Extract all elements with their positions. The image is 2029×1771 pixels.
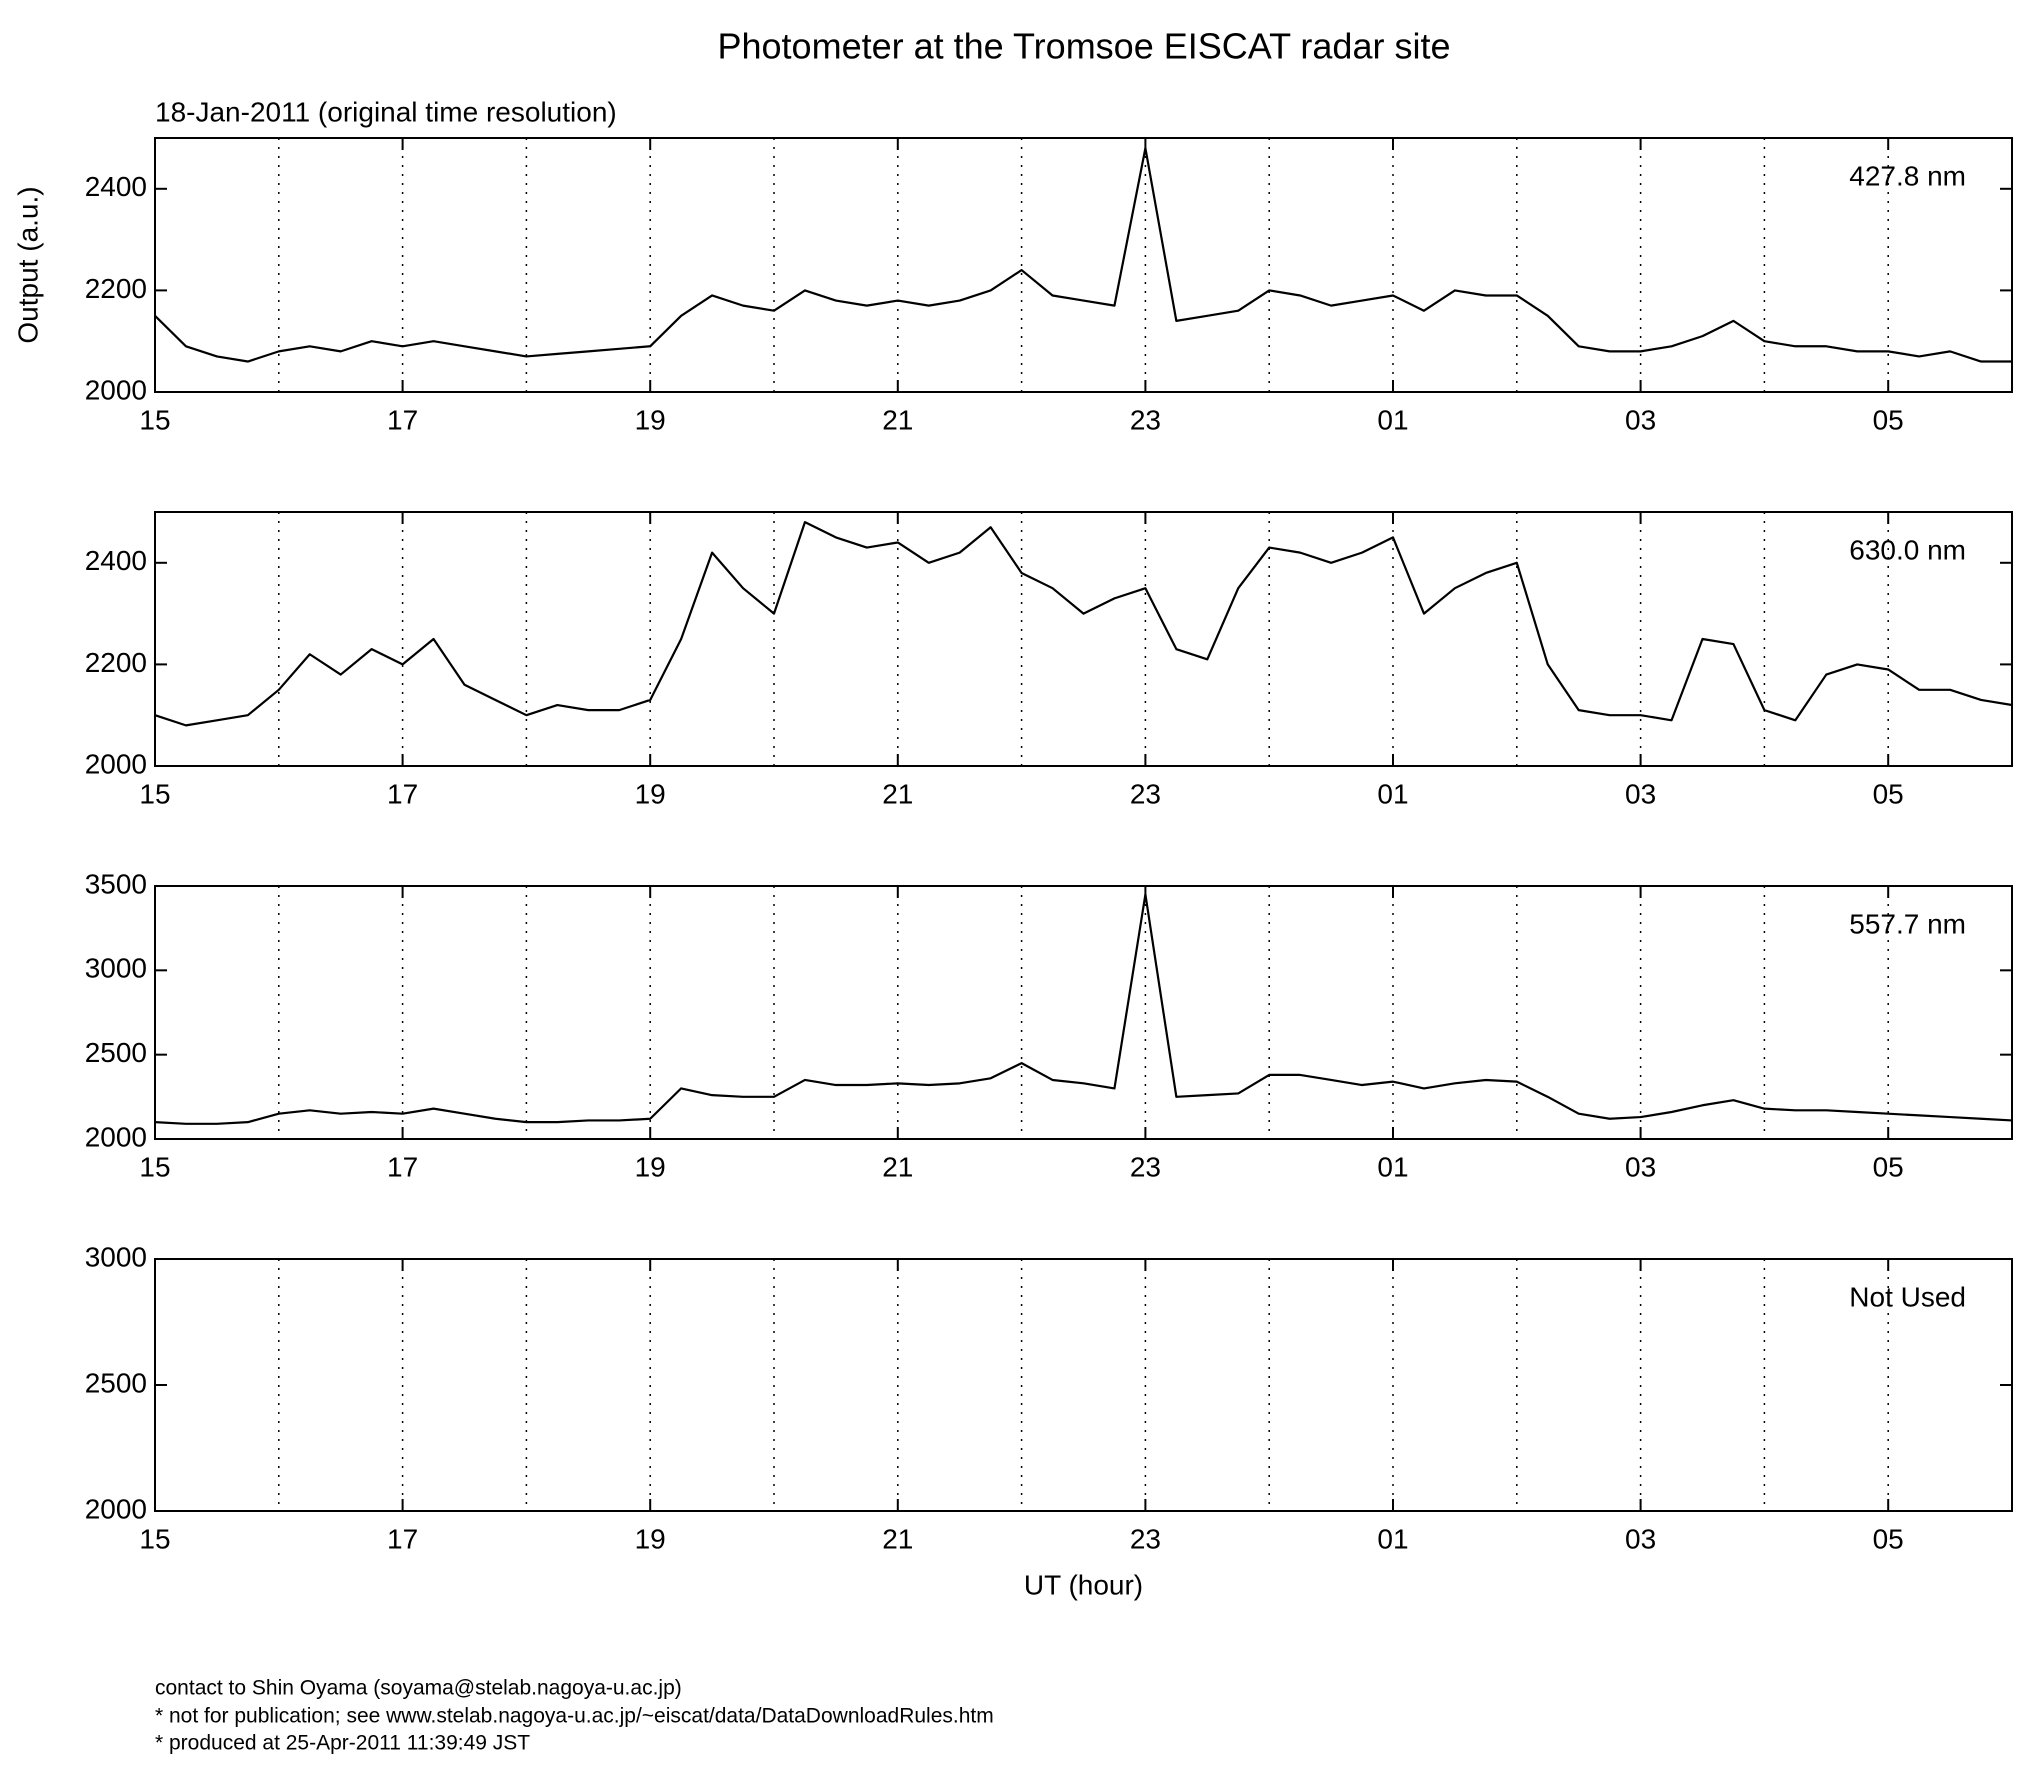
x-tick-label: 23 xyxy=(1130,778,1161,809)
panel: 15 17 19 21 23 01 03 05 2000 2200 2400 427.8 nm Outp… xyxy=(12,137,2013,435)
legend-label: 557.7 nm xyxy=(1849,908,1966,939)
y-tick-label: 3000 xyxy=(85,1241,147,1272)
x-tick-label: 19 xyxy=(635,404,666,435)
x-tick-label: 05 xyxy=(1873,404,1904,435)
x-tick-label: 05 xyxy=(1873,1523,1904,1554)
x-tick-label: 23 xyxy=(1130,1151,1161,1182)
x-tick-label: 21 xyxy=(882,1151,913,1182)
footer-line: contact to Shin Oyama (soyama@stelab.nag… xyxy=(155,1677,682,1700)
y-tick-label: 3500 xyxy=(85,868,147,899)
x-tick-label: 19 xyxy=(635,1151,666,1182)
x-axis-label: UT (hour) xyxy=(1024,1569,1143,1600)
legend-label: 630.0 nm xyxy=(1849,534,1966,565)
legend-label: 427.8 nm xyxy=(1849,160,1966,191)
x-tick-label: 17 xyxy=(387,404,418,435)
plot-frame xyxy=(154,885,2013,1140)
data-line xyxy=(155,893,2012,1125)
footer-line: * produced at 25-Apr-2011 11:39:49 JST xyxy=(155,1732,530,1755)
data-line xyxy=(155,147,2012,363)
x-tick-label: 01 xyxy=(1377,1151,1408,1182)
y-tick-label: 2200 xyxy=(85,273,147,304)
y-tick-label: 2400 xyxy=(85,545,147,576)
x-tick-label: 03 xyxy=(1625,778,1656,809)
x-tick-label: 01 xyxy=(1377,1523,1408,1554)
y-tick-label: 2500 xyxy=(85,1367,147,1398)
y-tick-label: 2000 xyxy=(85,748,147,779)
x-tick-label: 01 xyxy=(1377,778,1408,809)
chart-title: Photometer at the Tromsoe EISCAT radar s… xyxy=(718,26,1451,67)
y-tick-label: 2000 xyxy=(85,1493,147,1524)
x-tick-label: 03 xyxy=(1625,1151,1656,1182)
x-tick-label: 19 xyxy=(635,1523,666,1554)
y-tick-label: 2400 xyxy=(85,171,147,202)
x-tick-label: 21 xyxy=(882,778,913,809)
x-tick-label: 15 xyxy=(139,778,170,809)
data-line xyxy=(155,521,2012,727)
x-tick-label: 17 xyxy=(387,778,418,809)
y-tick-label: 2200 xyxy=(85,647,147,678)
x-tick-label: 23 xyxy=(1130,1523,1161,1554)
x-tick-label: 15 xyxy=(139,1151,170,1182)
y-tick-label: 2000 xyxy=(85,1121,147,1152)
x-tick-label: 03 xyxy=(1625,404,1656,435)
x-tick-label: 15 xyxy=(139,404,170,435)
x-tick-label: 19 xyxy=(635,778,666,809)
x-tick-label: 05 xyxy=(1873,1151,1904,1182)
y-tick-label: 2500 xyxy=(85,1037,147,1068)
x-tick-label: 21 xyxy=(882,404,913,435)
y-axis-label: Output (a.u.) xyxy=(12,186,43,343)
panel: 15 17 19 21 23 01 03 05 2000 2500 3000 3500 557.7 nm xyxy=(85,868,2013,1182)
x-tick-label: 01 xyxy=(1377,404,1408,435)
x-tick-label: 03 xyxy=(1625,1523,1656,1554)
x-tick-label: 15 xyxy=(139,1523,170,1554)
x-tick-label: 05 xyxy=(1873,778,1904,809)
x-tick-label: 17 xyxy=(387,1523,418,1554)
subtitle: 18-Jan-2011 (original time resolution) xyxy=(155,96,617,127)
panel: 15 17 19 21 23 01 03 05 2000 2500 3000 Not Used UT (… xyxy=(85,1241,2013,1600)
annotation: Not Used xyxy=(1849,1281,1966,1312)
x-tick-label: 17 xyxy=(387,1151,418,1182)
footer-line: * not for publication; see www.stelab.na… xyxy=(155,1705,994,1728)
plot-frame xyxy=(154,511,2013,767)
x-tick-label: 23 xyxy=(1130,404,1161,435)
y-tick-label: 2000 xyxy=(85,374,147,405)
plot-frame xyxy=(154,1258,2013,1512)
y-tick-label: 3000 xyxy=(85,953,147,984)
plot-frame xyxy=(154,137,2013,393)
panel: 15 17 19 21 23 01 03 05 2000 2200 2400 630.0 nm xyxy=(85,511,2013,809)
x-tick-label: 21 xyxy=(882,1523,913,1554)
